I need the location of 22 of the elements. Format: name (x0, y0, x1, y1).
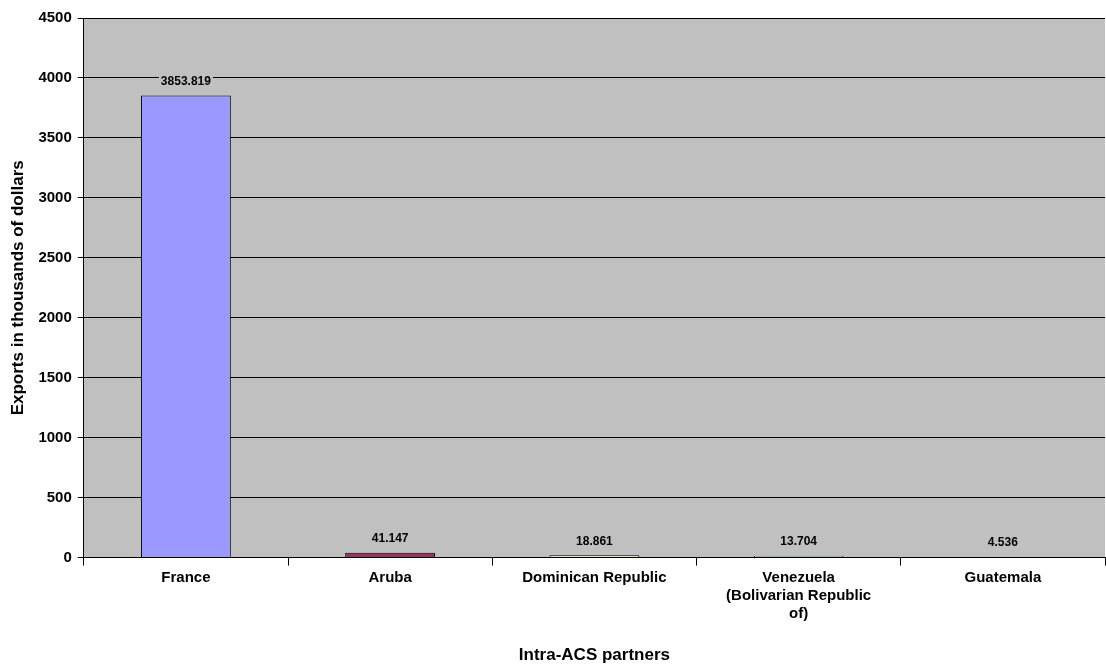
x-axis-title: Intra-ACS partners (518, 645, 670, 665)
y-tick-label: 2000 (38, 307, 72, 325)
y-axis-title: Exports in thousands of dollars (7, 160, 27, 416)
y-tick-label: 2500 (38, 247, 72, 265)
y-tick-label: 1500 (38, 367, 72, 385)
y-tick-label: 1000 (38, 427, 72, 445)
y-tick-label: 4000 (38, 68, 72, 86)
x-tick-label: Guatemala (964, 567, 1042, 585)
data-label: 18.861 (576, 533, 614, 548)
data-label: 13.704 (780, 534, 818, 549)
data-label: 3853.819 (160, 73, 212, 88)
x-tick-label: Venezuela (Bolivarian Republic of) (726, 567, 872, 621)
y-tick-label: 500 (46, 487, 72, 505)
x-tick-label: France (161, 567, 211, 585)
y-tick-label: 3500 (38, 128, 72, 146)
data-label: 41.147 (371, 530, 409, 545)
data-label: 4.536 (987, 535, 1019, 550)
y-tick-label: 3000 (38, 188, 72, 206)
x-tick-label: Aruba (368, 567, 413, 585)
x-tick-label: Dominican Republic (522, 567, 667, 585)
y-tick-label: 4500 (38, 8, 72, 26)
y-tick-label: 0 (63, 547, 72, 565)
